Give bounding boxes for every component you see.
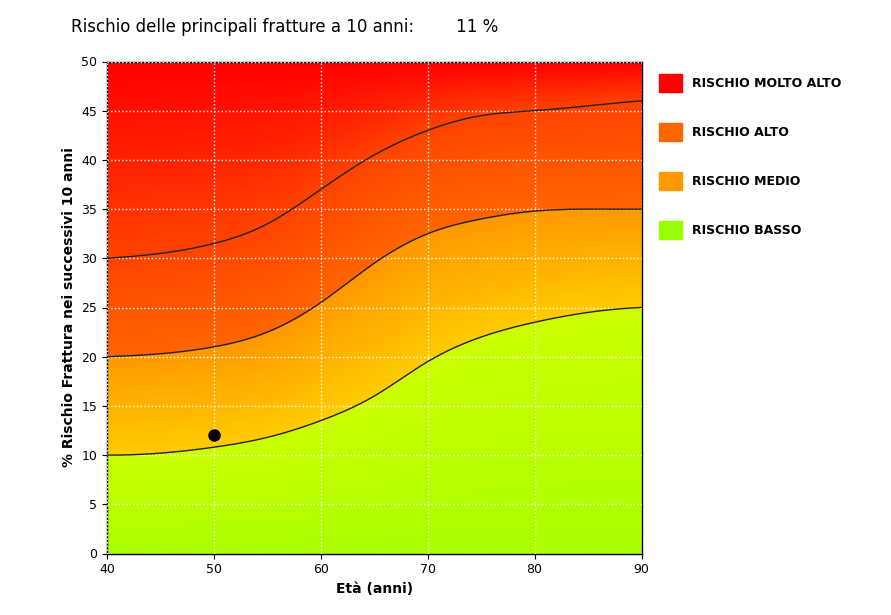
Legend: RISCHIO MOLTO ALTO, RISCHIO ALTO, RISCHIO MEDIO, RISCHIO BASSO: RISCHIO MOLTO ALTO, RISCHIO ALTO, RISCHI… [653,68,847,245]
Y-axis label: % Rischio Frattura nei successivi 10 anni: % Rischio Frattura nei successivi 10 ann… [61,148,76,467]
X-axis label: Età (anni): Età (anni) [336,582,413,596]
Text: Rischio delle principali fratture a 10 anni:        11 %: Rischio delle principali fratture a 10 a… [71,18,499,36]
